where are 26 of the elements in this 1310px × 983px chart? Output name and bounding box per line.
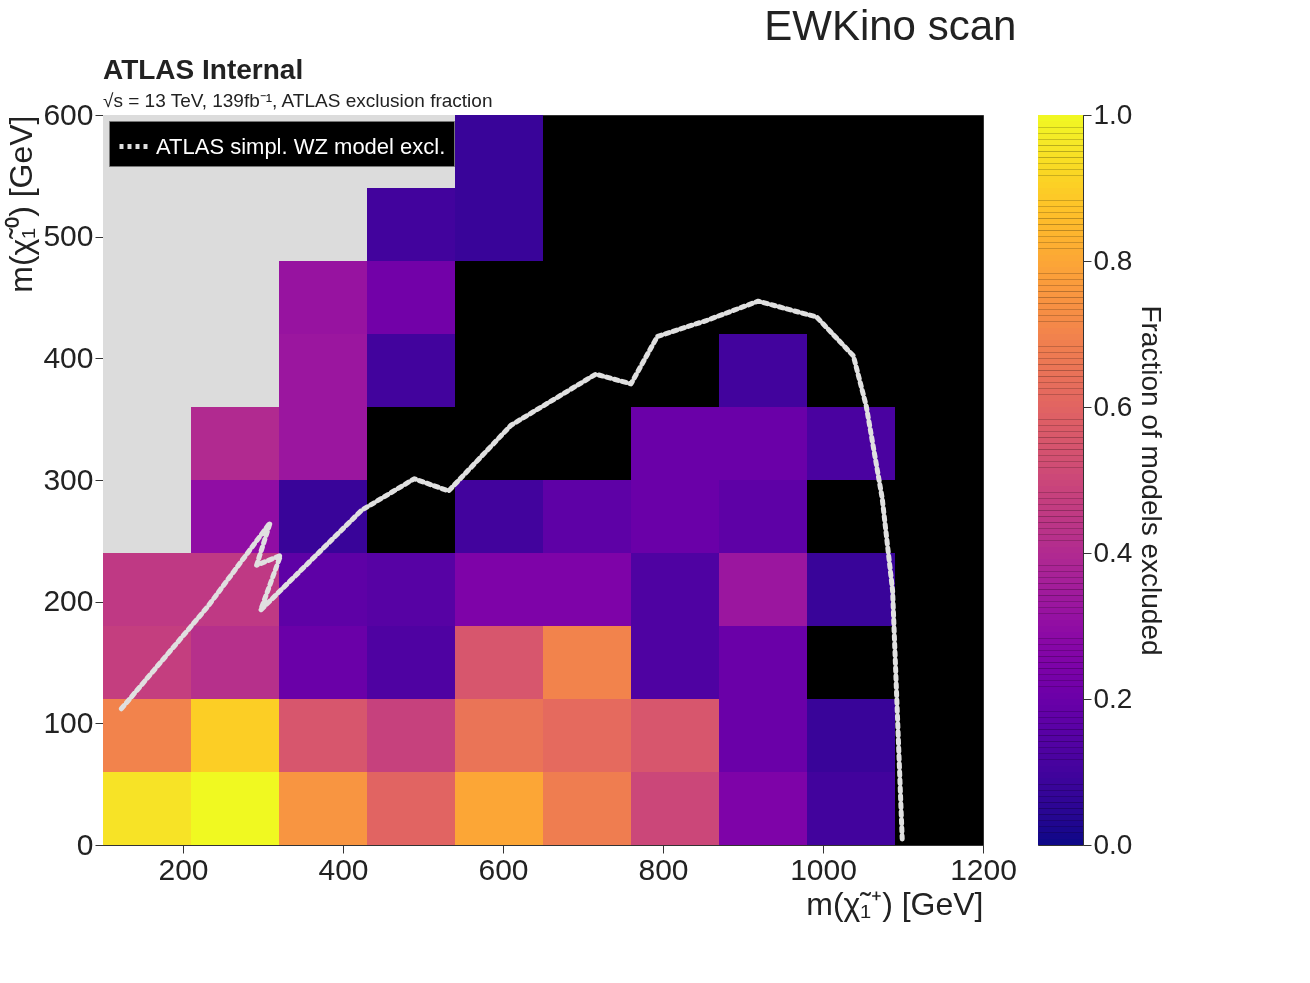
x-tick-label: 600	[478, 852, 529, 886]
legend-label: ATLAS simpl. WZ model excl.	[156, 133, 446, 159]
color-bar-label: 0.2	[1093, 682, 1133, 714]
chart-title: EWKino scan	[764, 2, 1017, 49]
x-tick-label: 400	[318, 852, 369, 886]
y-tick-label: 600	[43, 97, 94, 131]
x-tick-label: 1000	[790, 852, 857, 886]
color-bar-label: 0.0	[1093, 828, 1133, 860]
color-bar-label: 0.4	[1093, 536, 1133, 568]
x-tick-label: 1200	[950, 852, 1017, 886]
text: √s = 13 TeV, 139fb⁻¹, ATLAS exclusion fraction	[103, 90, 493, 111]
y-tick-label: 0	[76, 827, 94, 861]
y-tick-label: 500	[43, 219, 94, 253]
x-tick-label: 800	[638, 852, 689, 886]
y-tick-label: 400	[43, 340, 94, 374]
x-tick-label: 200	[158, 852, 209, 886]
y-axis-title: m(χ̃₁⁰) [GeV]	[3, 115, 40, 293]
x-axis-title: m(χ̃₁⁺) [GeV]	[806, 885, 984, 922]
color-bar-label: 1.0	[1093, 98, 1133, 130]
color-bar-label: 0.6	[1093, 390, 1133, 422]
y-tick-label: 100	[43, 705, 94, 739]
color-bar-title: Fraction of models excluded	[1136, 305, 1168, 656]
y-tick-label: 300	[43, 462, 94, 496]
y-tick-label: 200	[43, 584, 94, 618]
color-bar-label: 0.8	[1093, 244, 1133, 276]
text: ATLAS Internal	[103, 54, 304, 85]
